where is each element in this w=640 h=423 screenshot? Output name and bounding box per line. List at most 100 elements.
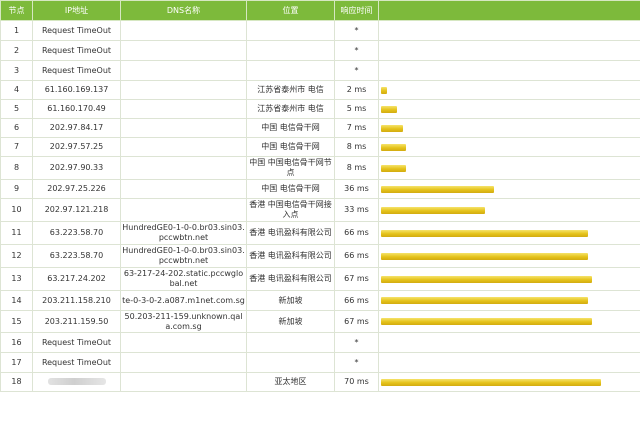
location-cell xyxy=(246,352,335,373)
time-cell: * xyxy=(334,40,379,61)
time-cell: * xyxy=(334,332,379,353)
bar-cell xyxy=(378,137,640,157)
bar-cell xyxy=(378,99,640,119)
header-dns: DNS名称 xyxy=(120,0,247,21)
location-cell: 新加坡 xyxy=(246,310,335,333)
bar-cell xyxy=(378,290,640,311)
time-cell: 33 ms xyxy=(334,198,379,222)
ip-cell: 202.97.25.226 xyxy=(32,179,121,199)
table-row: 11 63.223.58.70 HundredGE0-1-0-0.br03.sin0… xyxy=(0,221,640,245)
bar-cell xyxy=(378,221,640,245)
table-row: 7 202.97.57.25 中国 电信骨干网 8 ms xyxy=(0,137,640,157)
ip-cell: 203.211.159.50 xyxy=(32,310,121,333)
table-row: 9 202.97.25.226 中国 电信骨干网 36 ms xyxy=(0,179,640,199)
bar-cell xyxy=(378,20,640,41)
response-time-bar xyxy=(381,252,588,260)
dns-cell xyxy=(120,80,247,100)
hop-cell: 10 xyxy=(0,198,33,222)
table-row: 3 Request TimeOut * xyxy=(0,60,640,81)
response-time-bar xyxy=(381,124,403,132)
location-cell: 香港 电讯盈科有限公司 xyxy=(246,244,335,268)
bar-cell xyxy=(378,267,640,291)
location-cell: 香港 电讯盈科有限公司 xyxy=(246,221,335,245)
traceroute-table: 节点 IP地址 DNS名称 位置 响应时间 1 Request TimeOut * 2… xyxy=(0,0,640,392)
dns-cell: HundredGE0-1-0-0.br03.sin03.pccwbtn.net xyxy=(120,221,247,245)
dns-cell xyxy=(120,20,247,41)
time-cell: 70 ms xyxy=(334,372,379,392)
dns-cell xyxy=(120,372,247,392)
dns-cell: 50.203-211-159.unknown.qala.com.sg xyxy=(120,310,247,333)
ip-cell: 202.97.57.25 xyxy=(32,137,121,157)
location-cell: 香港 电讯盈科有限公司 xyxy=(246,267,335,291)
dns-cell xyxy=(120,40,247,61)
dns-cell xyxy=(120,352,247,373)
hop-cell: 12 xyxy=(0,244,33,268)
ip-cell: Request TimeOut xyxy=(32,20,121,41)
location-cell xyxy=(246,20,335,41)
table-row: 2 Request TimeOut * xyxy=(0,40,640,61)
ip-cell: 63.223.58.70 xyxy=(32,244,121,268)
response-time-bar xyxy=(381,143,406,151)
header-location: 位置 xyxy=(246,0,335,21)
dns-cell xyxy=(120,179,247,199)
response-time-bar xyxy=(381,164,406,172)
response-time-bar xyxy=(381,86,387,94)
time-cell: 8 ms xyxy=(334,156,379,180)
hop-cell: 2 xyxy=(0,40,33,61)
time-cell: * xyxy=(334,60,379,81)
hop-cell: 1 xyxy=(0,20,33,41)
ip-cell xyxy=(32,372,121,392)
bar-cell xyxy=(378,118,640,138)
response-time-bar xyxy=(381,229,588,237)
ip-cell: Request TimeOut xyxy=(32,332,121,353)
hop-cell: 6 xyxy=(0,118,33,138)
time-cell: 66 ms xyxy=(334,290,379,311)
table-row: 16 Request TimeOut * xyxy=(0,332,640,353)
dns-cell: 63-217-24-202.static.pccwglobal.net xyxy=(120,267,247,291)
time-cell: 8 ms xyxy=(334,137,379,157)
response-time-bar xyxy=(381,275,592,283)
table-row: 1 Request TimeOut * xyxy=(0,20,640,41)
time-cell: * xyxy=(334,20,379,41)
bar-cell xyxy=(378,352,640,373)
time-cell: 66 ms xyxy=(334,221,379,245)
location-cell: 江苏省泰州市 电信 xyxy=(246,99,335,119)
table-row: 17 Request TimeOut * xyxy=(0,352,640,373)
hop-cell: 13 xyxy=(0,267,33,291)
ip-cell: Request TimeOut xyxy=(32,40,121,61)
time-cell: 5 ms xyxy=(334,99,379,119)
time-cell: 7 ms xyxy=(334,118,379,138)
location-cell: 中国 电信骨干网 xyxy=(246,137,335,157)
hop-cell: 9 xyxy=(0,179,33,199)
ip-cell: 61.160.170.49 xyxy=(32,99,121,119)
bar-cell xyxy=(378,244,640,268)
bar-cell xyxy=(378,179,640,199)
response-time-bar xyxy=(381,297,588,304)
table-row: 5 61.160.170.49 江苏省泰州市 电信 5 ms xyxy=(0,99,640,119)
location-cell: 江苏省泰州市 电信 xyxy=(246,80,335,100)
response-time-bar xyxy=(381,206,485,214)
time-cell: 67 ms xyxy=(334,267,379,291)
hop-cell: 15 xyxy=(0,310,33,333)
hop-cell: 17 xyxy=(0,352,33,373)
hop-cell: 7 xyxy=(0,137,33,157)
table-row: 15 203.211.159.50 50.203-211-159.unknown.q… xyxy=(0,310,640,333)
header-bar xyxy=(378,0,640,21)
time-cell: * xyxy=(334,352,379,373)
time-cell: 2 ms xyxy=(334,80,379,100)
hop-cell: 5 xyxy=(0,99,33,119)
table-row: 18 亚太地区 70 ms xyxy=(0,372,640,392)
bar-cell xyxy=(378,80,640,100)
time-cell: 36 ms xyxy=(334,179,379,199)
dns-cell xyxy=(120,137,247,157)
table-row: 14 203.211.158.210 te-0-3-0-2.a087.m1net.c… xyxy=(0,290,640,311)
location-cell xyxy=(246,332,335,353)
ip-cell: 63.217.24.202 xyxy=(32,267,121,291)
hop-cell: 16 xyxy=(0,332,33,353)
table-row: 13 63.217.24.202 63-217-24-202.static.pccw… xyxy=(0,267,640,291)
table-header: 节点 IP地址 DNS名称 位置 响应时间 xyxy=(0,0,640,21)
hop-cell: 3 xyxy=(0,60,33,81)
bar-cell xyxy=(378,156,640,180)
ip-cell: 203.211.158.210 xyxy=(32,290,121,311)
dns-cell xyxy=(120,332,247,353)
